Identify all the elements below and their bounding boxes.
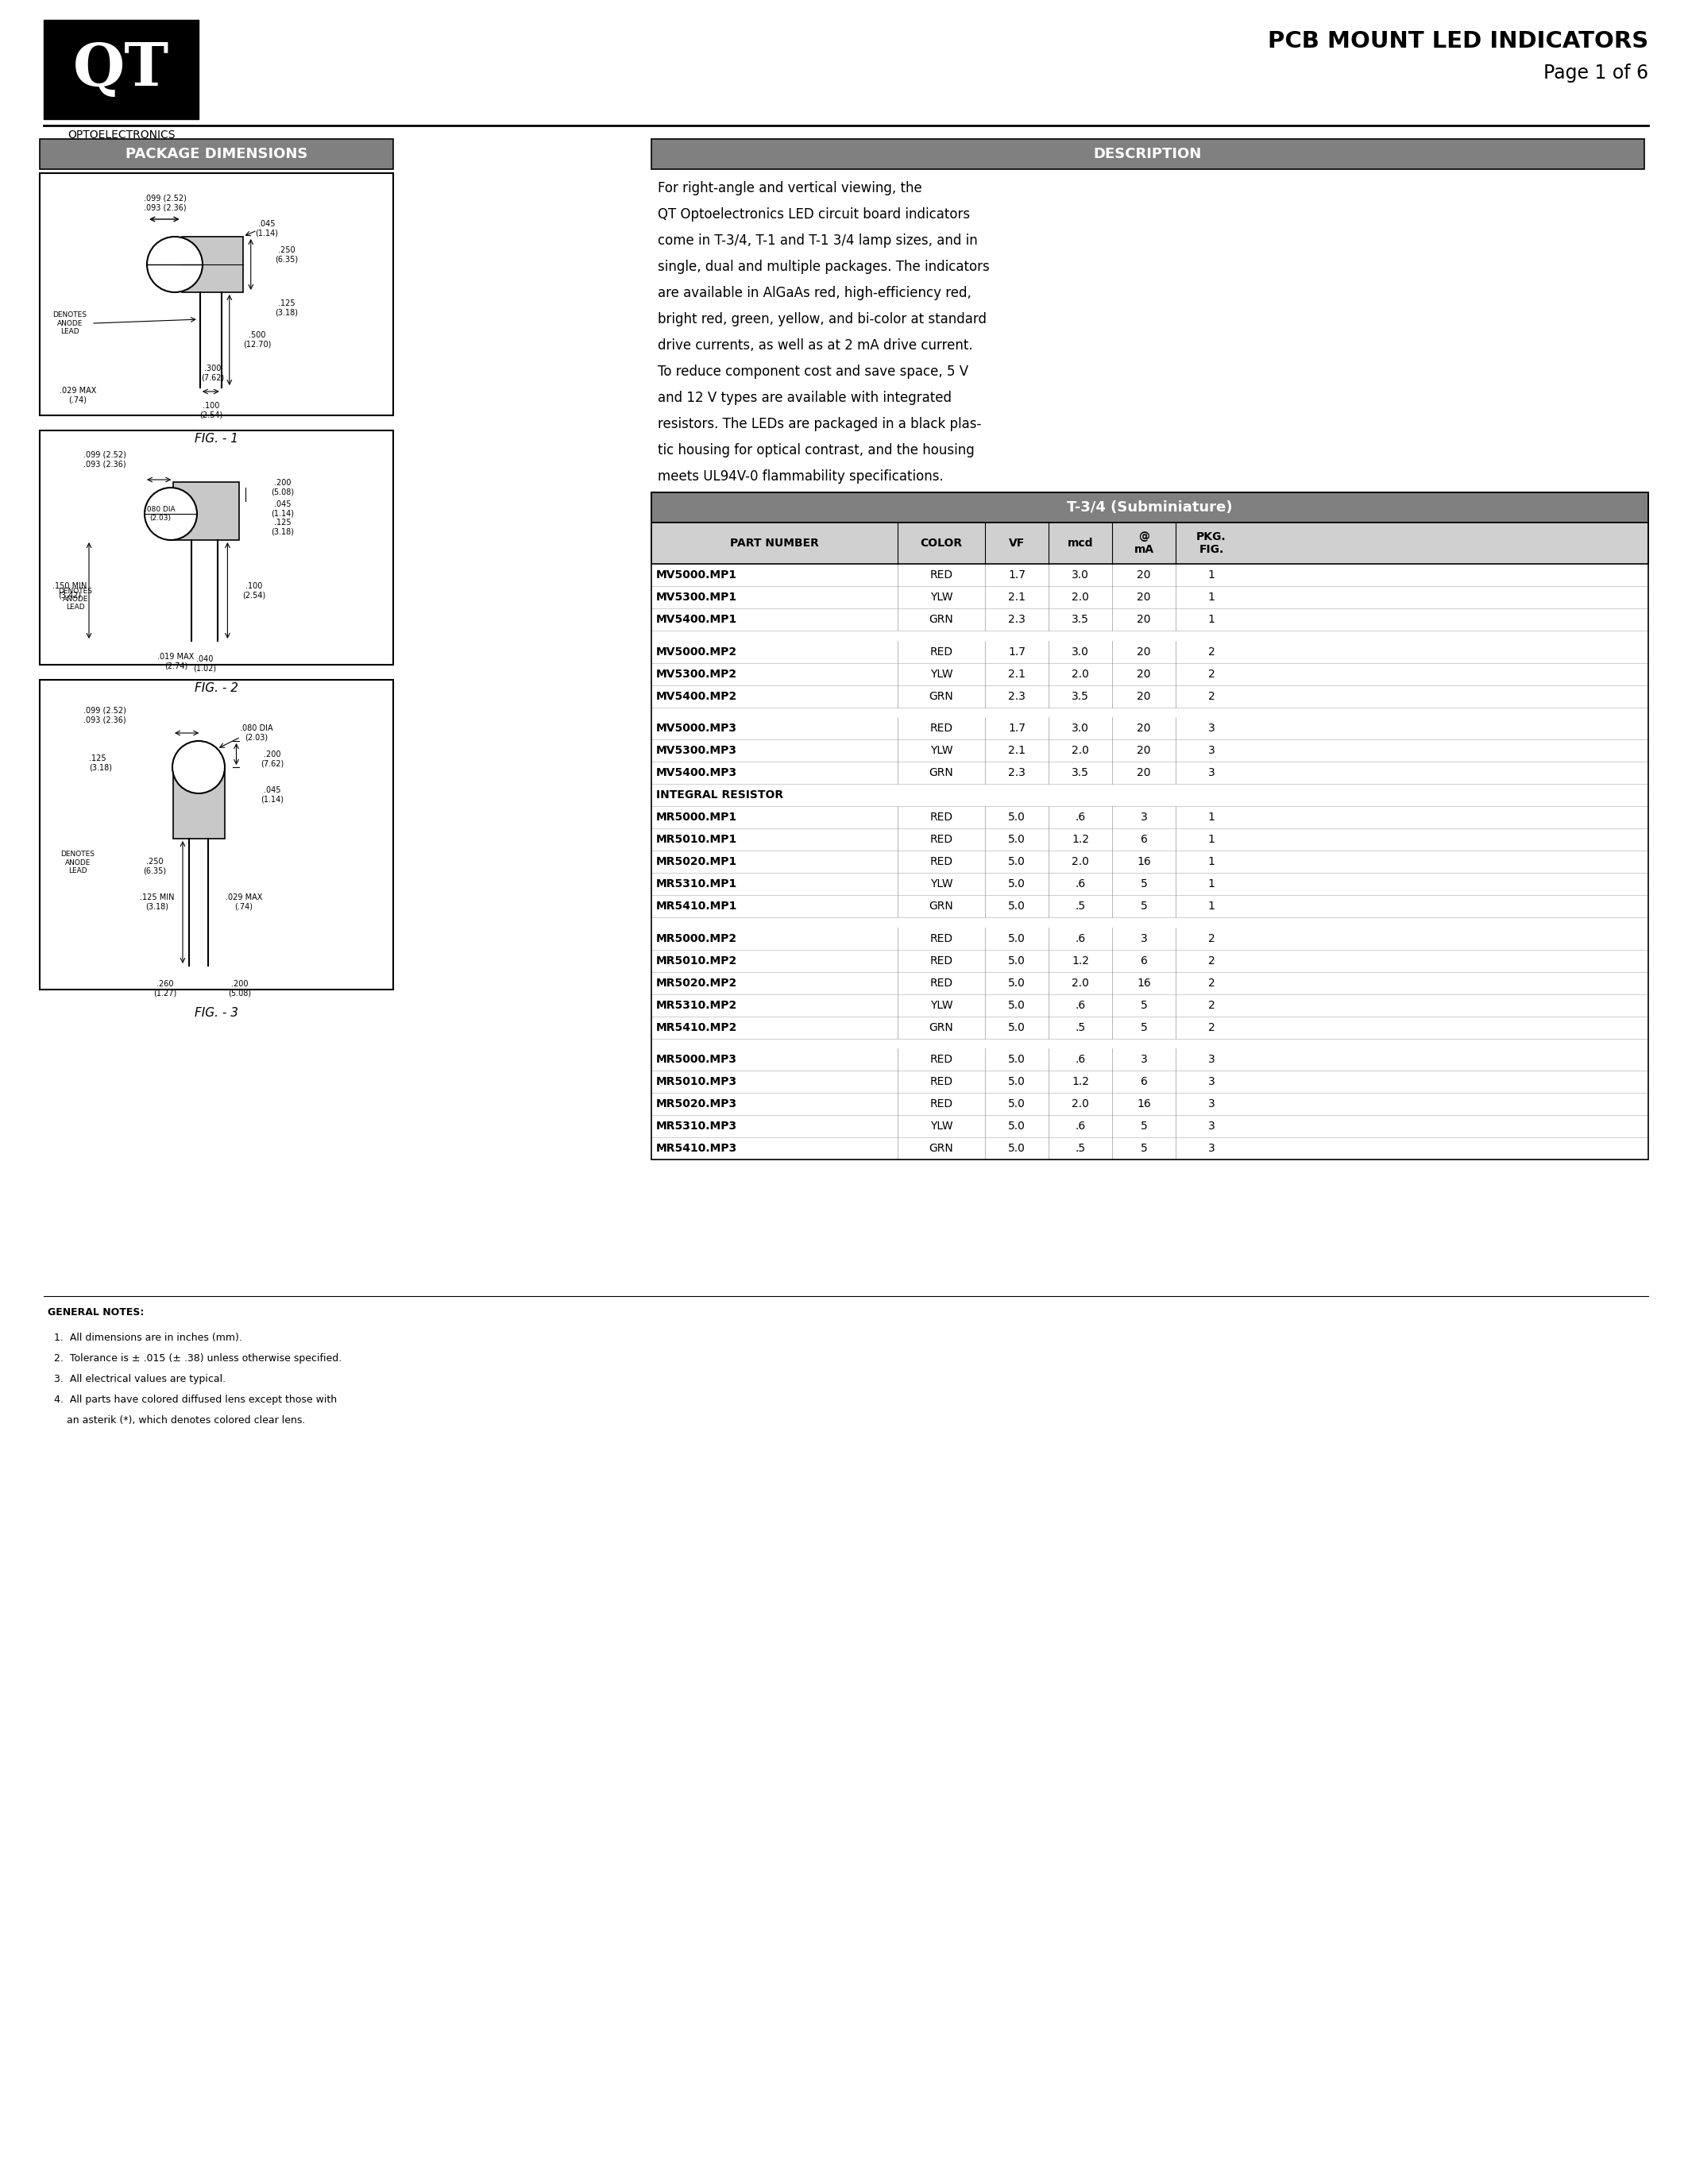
Text: 4.  All parts have colored diffused lens except those with: 4. All parts have colored diffused lens … bbox=[54, 1396, 338, 1404]
Text: 1: 1 bbox=[1209, 900, 1215, 913]
Text: .6: .6 bbox=[1075, 933, 1085, 943]
Text: 20: 20 bbox=[1138, 646, 1151, 657]
Text: YLW: YLW bbox=[930, 745, 952, 756]
Text: MV5400.MP1: MV5400.MP1 bbox=[657, 614, 738, 625]
Text: 16: 16 bbox=[1136, 978, 1151, 989]
Text: PKG.
FIG.: PKG. FIG. bbox=[1197, 531, 1225, 555]
Text: .6: .6 bbox=[1075, 1000, 1085, 1011]
Text: 16: 16 bbox=[1136, 1099, 1151, 1109]
Bar bbox=[41, 140, 393, 168]
Text: MR5000.MP3: MR5000.MP3 bbox=[657, 1055, 738, 1066]
Text: .260
(1.27): .260 (1.27) bbox=[154, 981, 177, 998]
Text: .150 MIN
(3.42): .150 MIN (3.42) bbox=[52, 581, 88, 598]
Bar bbox=[41, 679, 393, 989]
Text: 5: 5 bbox=[1141, 1000, 1148, 1011]
Text: 5: 5 bbox=[1141, 1142, 1148, 1155]
Text: RED: RED bbox=[930, 570, 952, 581]
Text: VF: VF bbox=[1009, 537, 1025, 548]
Text: 2.  Tolerance is ± .015 (± .38) unless otherwise specified.: 2. Tolerance is ± .015 (± .38) unless ot… bbox=[54, 1354, 341, 1363]
Bar bbox=[41, 430, 393, 664]
Text: 16: 16 bbox=[1136, 856, 1151, 867]
Text: MR5020.MP1: MR5020.MP1 bbox=[657, 856, 738, 867]
Text: .250
(6.35): .250 (6.35) bbox=[143, 858, 167, 876]
Text: 2: 2 bbox=[1209, 1022, 1215, 1033]
Text: mcd: mcd bbox=[1067, 537, 1094, 548]
Bar bbox=[652, 1116, 1647, 1138]
Text: .125
(3.18): .125 (3.18) bbox=[89, 756, 111, 771]
Text: 5: 5 bbox=[1141, 1120, 1148, 1131]
Text: 2.0: 2.0 bbox=[1072, 856, 1089, 867]
Text: .099 (2.52)
.093 (2.36): .099 (2.52) .093 (2.36) bbox=[83, 705, 127, 723]
Text: 5.0: 5.0 bbox=[1008, 834, 1026, 845]
Bar bbox=[652, 828, 1647, 852]
Text: 3.5: 3.5 bbox=[1072, 767, 1089, 778]
Text: 6: 6 bbox=[1141, 834, 1148, 845]
Text: 1.7: 1.7 bbox=[1008, 570, 1026, 581]
Text: 2.1: 2.1 bbox=[1008, 668, 1026, 679]
Text: 1: 1 bbox=[1209, 878, 1215, 889]
Text: RED: RED bbox=[930, 834, 952, 845]
Text: 1: 1 bbox=[1209, 592, 1215, 603]
Text: .6: .6 bbox=[1075, 1055, 1085, 1066]
Bar bbox=[652, 140, 1644, 168]
Text: MV5300.MP1: MV5300.MP1 bbox=[657, 592, 738, 603]
Bar bbox=[652, 1016, 1647, 1040]
Text: GENERAL NOTES:: GENERAL NOTES: bbox=[47, 1306, 143, 1317]
Text: .300
(7.62): .300 (7.62) bbox=[201, 365, 225, 382]
Text: FIG. - 3: FIG. - 3 bbox=[194, 1007, 238, 1020]
Text: 3.0: 3.0 bbox=[1072, 723, 1089, 734]
Text: 5.0: 5.0 bbox=[1008, 1120, 1026, 1131]
Bar bbox=[652, 686, 1647, 708]
Text: and 12 V types are available with integrated: and 12 V types are available with integr… bbox=[658, 391, 952, 404]
Text: GRN: GRN bbox=[928, 767, 954, 778]
Text: MR5010.MP2: MR5010.MP2 bbox=[657, 954, 738, 965]
Text: MV5300.MP3: MV5300.MP3 bbox=[657, 745, 738, 756]
Text: 3: 3 bbox=[1209, 1120, 1215, 1131]
Text: 1: 1 bbox=[1209, 812, 1215, 823]
Bar bbox=[652, 563, 1647, 585]
Text: MR5310.MP1: MR5310.MP1 bbox=[657, 878, 738, 889]
Text: 2.1: 2.1 bbox=[1008, 592, 1026, 603]
Text: .5: .5 bbox=[1075, 900, 1085, 913]
Text: 5.0: 5.0 bbox=[1008, 1055, 1026, 1066]
Text: 2.3: 2.3 bbox=[1008, 614, 1026, 625]
Text: GRN: GRN bbox=[928, 1022, 954, 1033]
Text: 1.2: 1.2 bbox=[1072, 834, 1089, 845]
Text: 20: 20 bbox=[1138, 767, 1151, 778]
Text: .045
(1.14): .045 (1.14) bbox=[272, 500, 294, 518]
Bar bbox=[652, 609, 1647, 631]
Text: .5: .5 bbox=[1075, 1022, 1085, 1033]
Text: 5.0: 5.0 bbox=[1008, 1077, 1026, 1088]
Text: 1.2: 1.2 bbox=[1072, 954, 1089, 965]
Text: 3: 3 bbox=[1141, 812, 1148, 823]
Text: 3: 3 bbox=[1209, 1055, 1215, 1066]
Bar bbox=[41, 173, 393, 415]
Circle shape bbox=[147, 236, 203, 293]
Text: 2.3: 2.3 bbox=[1008, 767, 1026, 778]
Text: MV5000.MP3: MV5000.MP3 bbox=[657, 723, 738, 734]
Text: are available in AlGaAs red, high-efficiency red,: are available in AlGaAs red, high-effici… bbox=[658, 286, 971, 299]
Text: MR5020.MP3: MR5020.MP3 bbox=[657, 1099, 738, 1109]
Text: OPTOELECTRONICS: OPTOELECTRONICS bbox=[68, 129, 176, 140]
Text: MR5020.MP2: MR5020.MP2 bbox=[657, 978, 738, 989]
Text: FIG. - 2: FIG. - 2 bbox=[194, 681, 238, 695]
Text: MR5310.MP3: MR5310.MP3 bbox=[657, 1120, 738, 1131]
Text: 5: 5 bbox=[1141, 1022, 1148, 1033]
Text: 5.0: 5.0 bbox=[1008, 900, 1026, 913]
Text: 3: 3 bbox=[1209, 1099, 1215, 1109]
Text: 2.0: 2.0 bbox=[1072, 1099, 1089, 1109]
Text: .125
(3.18): .125 (3.18) bbox=[272, 518, 294, 535]
Text: come in T-3/4, T-1 and T-1 3/4 lamp sizes, and in: come in T-3/4, T-1 and T-1 3/4 lamp size… bbox=[658, 234, 977, 247]
Text: 3.  All electrical values are typical.: 3. All electrical values are typical. bbox=[54, 1374, 226, 1385]
Text: 20: 20 bbox=[1138, 745, 1151, 756]
Text: GRN: GRN bbox=[928, 690, 954, 701]
Text: 1.2: 1.2 bbox=[1072, 1077, 1089, 1088]
Text: RED: RED bbox=[930, 646, 952, 657]
Text: 5.0: 5.0 bbox=[1008, 933, 1026, 943]
Text: DENOTES
ANODE
LEAD: DENOTES ANODE LEAD bbox=[52, 312, 88, 334]
Text: MV5400.MP3: MV5400.MP3 bbox=[657, 767, 738, 778]
Text: 5.0: 5.0 bbox=[1008, 1099, 1026, 1109]
Text: 3: 3 bbox=[1209, 767, 1215, 778]
Text: 1.7: 1.7 bbox=[1008, 646, 1026, 657]
Text: 5: 5 bbox=[1141, 878, 1148, 889]
